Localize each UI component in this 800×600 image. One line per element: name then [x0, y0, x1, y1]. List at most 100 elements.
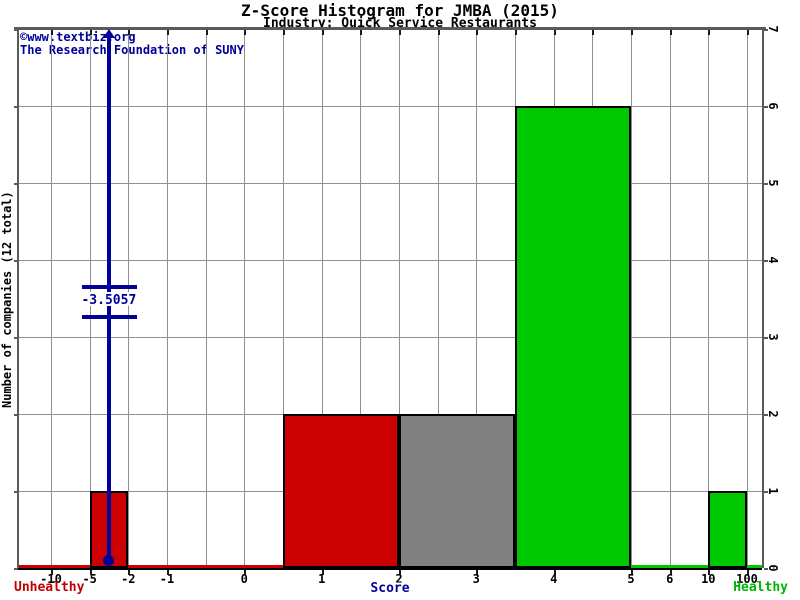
axis-tick-top: [747, 30, 749, 35]
plot-border-right: [762, 29, 764, 568]
axis-tick-left: [14, 414, 18, 416]
watermark-foundation: The Research Foundation of SUNY: [20, 43, 244, 57]
gridline-vertical: [283, 29, 284, 568]
axis-tick-top: [89, 30, 92, 35]
marker-value-label: -3.5057: [81, 293, 137, 308]
axis-tick-right: [764, 337, 768, 339]
gridline-horizontal: [18, 183, 762, 184]
gridline-horizontal: [18, 337, 762, 338]
y-tick-label: 4: [766, 256, 780, 264]
gridline-vertical: [631, 29, 632, 568]
axis-tick-bottom: [89, 570, 92, 575]
gridline-vertical: [437, 29, 439, 568]
x-axis-label: Score: [370, 581, 410, 596]
x-tick-label: 4: [550, 572, 558, 586]
histogram-bar: [399, 414, 515, 568]
axis-tick-left: [14, 106, 18, 108]
y-tick-label: 6: [766, 102, 780, 110]
axis-tick-top: [283, 30, 285, 35]
axis-tick-left: [14, 29, 18, 31]
gridline-vertical: [399, 29, 400, 568]
x-tick-label: 2: [395, 572, 403, 586]
x-tick-label: 10: [701, 572, 716, 586]
gridline-vertical: [360, 29, 362, 568]
x-tick-label: 0: [240, 572, 248, 586]
axis-tick-top: [669, 30, 672, 35]
chart-title: Z-Score Histogram for JMBA (2015): [241, 1, 559, 20]
axis-tick-top: [51, 30, 53, 35]
marker-line: [106, 36, 111, 560]
gridline-horizontal: [18, 106, 762, 107]
y-tick-label: 7: [766, 25, 780, 33]
gridline-vertical: [51, 29, 52, 568]
x-tick-label: 1: [318, 572, 326, 586]
axis-tick-right: [764, 29, 768, 31]
axis-tick-top: [553, 30, 556, 35]
axis-tick-bottom: [631, 570, 633, 575]
axis-tick-bottom: [476, 570, 479, 575]
axis-tick-bottom: [51, 570, 53, 575]
axis-tick-bottom: [244, 570, 247, 575]
gridline-vertical: [669, 29, 671, 568]
axis-tick-top: [592, 30, 595, 35]
plot-border-left: [17, 29, 19, 568]
axis-tick-top: [476, 30, 479, 35]
gridline-vertical: [708, 29, 710, 568]
axis-tick-top: [360, 30, 363, 35]
x-tick-label: 100: [736, 572, 758, 586]
gridline-vertical: [167, 29, 168, 568]
axis-tick-bottom: [669, 570, 672, 575]
gridline-vertical: [205, 29, 207, 568]
axis-tick-right: [764, 183, 768, 185]
x-tick-label: -5: [82, 572, 97, 586]
gridline-vertical: [128, 29, 130, 568]
axis-zone-strip: [18, 565, 283, 568]
gridline-vertical: [244, 29, 246, 568]
gridline-horizontal: [18, 260, 762, 261]
gridline-vertical: [476, 29, 478, 568]
axis-tick-top: [205, 30, 208, 35]
marker-crossbar-bottom: [81, 315, 137, 319]
axis-tick-top: [399, 30, 401, 35]
marker-dot: [103, 554, 115, 566]
axis-tick-bottom: [747, 570, 749, 575]
axis-tick-left: [14, 337, 18, 339]
healthy-zone-label: Healthy: [733, 580, 788, 595]
axis-tick-bottom: [128, 570, 131, 575]
x-tick-label: 5: [627, 572, 635, 586]
axis-tick-left: [14, 260, 18, 262]
axis-tick-bottom: [553, 570, 556, 575]
y-tick-label: 2: [766, 410, 780, 418]
x-axis-line: [18, 568, 762, 570]
x-tick-label: -2: [121, 572, 136, 586]
y-tick-label: 3: [766, 333, 780, 341]
axis-tick-top: [515, 30, 517, 35]
axis-tick-top: [437, 30, 440, 35]
axis-tick-top: [321, 30, 324, 35]
axis-tick-bottom: [321, 570, 324, 575]
axis-tick-top: [167, 30, 169, 35]
axis-tick-top: [128, 30, 131, 35]
axis-tick-bottom: [708, 570, 711, 575]
x-tick-label: 6: [666, 572, 674, 586]
x-tick-label: -10: [40, 572, 62, 586]
axis-tick-right: [764, 568, 768, 570]
unhealthy-zone-label: Unhealthy: [14, 580, 85, 595]
axis-tick-right: [764, 106, 768, 108]
axis-tick-left: [14, 183, 18, 185]
axis-tick-bottom: [167, 570, 169, 575]
x-tick-label: -1: [159, 572, 175, 586]
axis-tick-right: [764, 260, 768, 262]
gridline-vertical: [89, 29, 91, 568]
gridline-vertical: [321, 29, 323, 568]
axis-tick-top: [631, 30, 633, 35]
histogram-bar: [515, 106, 631, 568]
axis-tick-left: [14, 568, 18, 570]
histogram-bar: [708, 491, 747, 568]
axis-tick-right: [764, 491, 768, 493]
axis-tick-left: [14, 491, 18, 493]
axis-tick-right: [764, 414, 768, 416]
marker-arrow: [102, 29, 115, 38]
y-tick-label: 5: [766, 179, 780, 187]
